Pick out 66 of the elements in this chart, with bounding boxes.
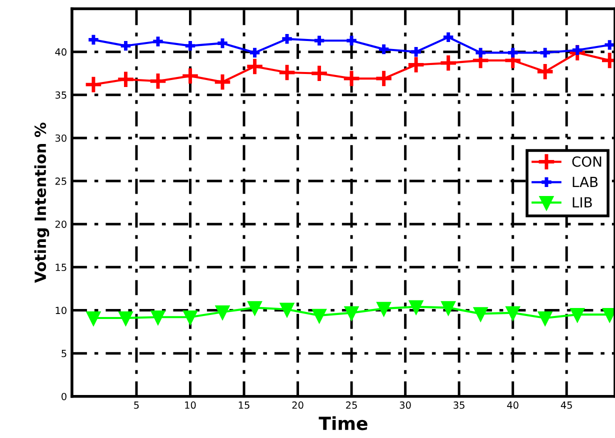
point xyxy=(344,34,358,48)
point xyxy=(374,69,394,88)
point xyxy=(184,310,197,324)
point xyxy=(119,311,132,325)
point xyxy=(603,38,615,52)
point xyxy=(442,301,455,314)
point xyxy=(116,70,136,89)
point xyxy=(151,310,165,324)
legend-label: LAB xyxy=(572,176,598,188)
y-tick-label: 30 xyxy=(55,134,66,142)
point xyxy=(377,42,390,56)
y-tick-label: 10 xyxy=(56,306,66,314)
point xyxy=(438,54,458,72)
x-tick-label: 20 xyxy=(292,401,304,409)
point xyxy=(406,55,426,74)
point xyxy=(216,36,230,50)
point xyxy=(570,308,584,322)
point xyxy=(377,302,390,316)
legend-label: CON xyxy=(572,156,602,167)
point xyxy=(184,39,197,52)
point xyxy=(442,30,455,44)
y-tick-label: 35 xyxy=(55,91,66,99)
x-tick-label: 15 xyxy=(238,402,250,409)
point xyxy=(342,69,361,88)
y-tick-label: 5 xyxy=(62,350,66,358)
point xyxy=(278,63,296,82)
point xyxy=(213,72,232,92)
x-tick-label: 10 xyxy=(185,401,196,409)
point xyxy=(312,34,326,48)
point xyxy=(248,301,262,314)
point xyxy=(151,34,165,48)
y-tick-label: 0 xyxy=(62,392,66,400)
point xyxy=(86,311,100,325)
point xyxy=(280,32,294,46)
point xyxy=(245,57,264,76)
point xyxy=(310,64,329,83)
point xyxy=(84,75,103,94)
point xyxy=(148,72,168,90)
point xyxy=(248,46,262,60)
point xyxy=(180,66,200,86)
point xyxy=(119,39,132,52)
point xyxy=(474,307,488,320)
y-tick-label: 15 xyxy=(56,264,66,272)
x-tick-label: 25 xyxy=(346,401,357,409)
y-tick-label: 20 xyxy=(55,220,66,228)
x-tick-label: 35 xyxy=(454,401,464,409)
point xyxy=(538,46,552,60)
x-axis-title: Time xyxy=(318,416,368,430)
point xyxy=(570,44,584,57)
point xyxy=(506,46,520,60)
point xyxy=(603,308,615,322)
point xyxy=(312,308,326,322)
x-tick-label: 30 xyxy=(400,401,411,409)
x-tick-label: 40 xyxy=(507,401,518,409)
x-tick-label: 5 xyxy=(134,402,139,409)
y-axis-title: Voting Intention % xyxy=(34,122,50,283)
y-tick-label: 40 xyxy=(55,48,66,56)
point xyxy=(86,33,100,46)
point xyxy=(409,45,423,58)
y-tick-label: 25 xyxy=(55,178,66,185)
point xyxy=(216,305,230,319)
point xyxy=(538,311,552,325)
legend-label: LIB xyxy=(572,197,592,208)
point xyxy=(536,62,554,82)
x-tick-label: 45 xyxy=(560,402,572,409)
point xyxy=(474,46,488,60)
